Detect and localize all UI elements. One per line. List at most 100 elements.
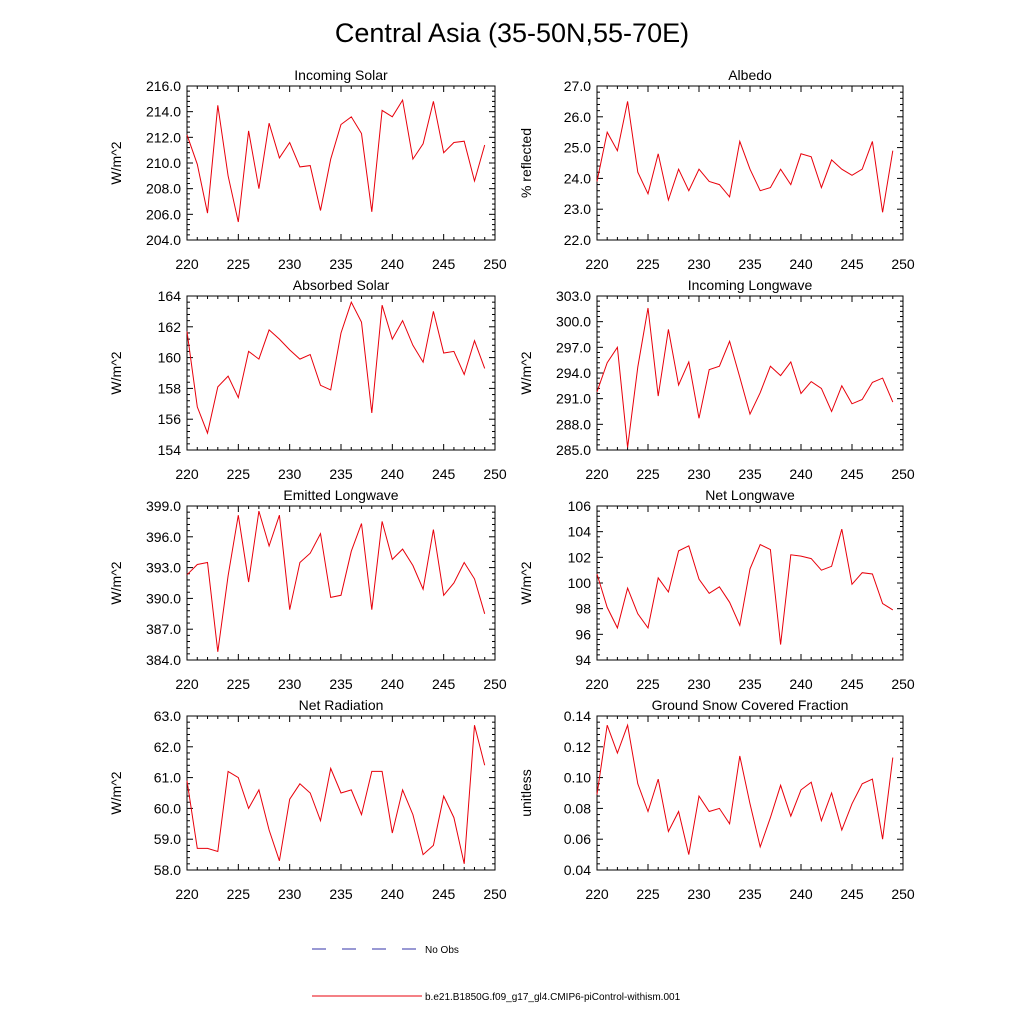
x-tick-label: 220 bbox=[585, 886, 609, 902]
y-tick-label: 164 bbox=[158, 288, 182, 304]
y-tick-label: 297.0 bbox=[556, 339, 591, 355]
y-tick-label: 98 bbox=[575, 601, 591, 617]
x-tick-label: 240 bbox=[789, 886, 813, 902]
panel-title: Albedo bbox=[728, 67, 772, 83]
y-tick-label: 0.06 bbox=[564, 831, 591, 847]
y-tick-label: 384.0 bbox=[146, 652, 181, 668]
y-tick-label: 288.0 bbox=[556, 416, 591, 432]
y-tick-label: 100 bbox=[568, 575, 592, 591]
y-axis-label: unitless bbox=[518, 769, 534, 816]
y-tick-label: 62.0 bbox=[154, 739, 181, 755]
y-tick-label: 399.0 bbox=[146, 498, 181, 514]
x-tick-label: 245 bbox=[840, 886, 864, 902]
x-tick-label: 225 bbox=[227, 676, 251, 692]
legend: No Obs b.e21.B1850G.f09_g17_gl4.CMIP6-pi… bbox=[312, 945, 681, 1003]
x-tick-label: 250 bbox=[891, 466, 915, 482]
x-tick-label: 235 bbox=[738, 886, 762, 902]
series-line bbox=[186, 300, 486, 435]
x-tick-label: 235 bbox=[329, 676, 353, 692]
x-tick-label: 230 bbox=[278, 676, 302, 692]
y-tick-label: 294.0 bbox=[556, 365, 591, 381]
x-tick-label: 245 bbox=[432, 466, 456, 482]
panels: Incoming Solar W/m^2 220 225 230 235 240 245 250… bbox=[108, 67, 915, 902]
x-tick-label: 240 bbox=[381, 886, 405, 902]
y-tick-label: 26.0 bbox=[564, 109, 591, 125]
x-tick-label: 230 bbox=[687, 466, 711, 482]
y-axis-label: W/m^2 bbox=[518, 561, 534, 604]
panel-title: Ground Snow Covered Fraction bbox=[652, 697, 849, 713]
x-tick-label: 240 bbox=[789, 256, 813, 272]
y-tick-label: 291.0 bbox=[556, 391, 591, 407]
y-axis-label: W/m^2 bbox=[108, 141, 124, 184]
y-tick-label: 204.0 bbox=[146, 232, 181, 248]
x-tick-label: 225 bbox=[227, 256, 251, 272]
y-tick-label: 104 bbox=[568, 524, 592, 540]
x-tick-label: 235 bbox=[738, 676, 762, 692]
panel-5: Emitted Longwave W/m^2 220 225 230 235 240 245 2… bbox=[108, 487, 507, 692]
y-tick-label: 154 bbox=[158, 442, 182, 458]
y-axis-label: W/m^2 bbox=[108, 351, 124, 394]
x-tick-label: 230 bbox=[278, 466, 302, 482]
x-tick-label: 245 bbox=[840, 256, 864, 272]
y-tick-label: 212.0 bbox=[146, 129, 181, 145]
x-tick-label: 235 bbox=[738, 466, 762, 482]
x-tick-label: 220 bbox=[175, 256, 199, 272]
x-tick-label: 240 bbox=[789, 676, 813, 692]
y-tick-label: 106 bbox=[568, 498, 592, 514]
x-tick-label: 250 bbox=[891, 256, 915, 272]
panel-title: Emitted Longwave bbox=[283, 487, 398, 503]
panel-3: Absorbed Solar W/m^2 220 225 230 235 240 245 250… bbox=[108, 277, 507, 482]
x-tick-label: 230 bbox=[687, 676, 711, 692]
y-tick-label: 285.0 bbox=[556, 442, 591, 458]
y-tick-label: 210.0 bbox=[146, 155, 181, 171]
y-tick-label: 96 bbox=[575, 626, 591, 642]
x-tick-label: 225 bbox=[636, 676, 660, 692]
y-tick-label: 0.04 bbox=[564, 862, 591, 878]
x-tick-label: 220 bbox=[585, 256, 609, 272]
x-tick-label: 240 bbox=[381, 676, 405, 692]
x-tick-label: 245 bbox=[432, 256, 456, 272]
x-tick-label: 250 bbox=[483, 256, 507, 272]
plot-frame bbox=[596, 505, 904, 661]
y-tick-label: 22.0 bbox=[564, 232, 591, 248]
x-tick-label: 250 bbox=[483, 676, 507, 692]
y-axis-label: % reflected bbox=[518, 128, 534, 198]
x-tick-label: 225 bbox=[636, 256, 660, 272]
y-tick-label: 0.10 bbox=[564, 770, 591, 786]
series-line bbox=[596, 528, 894, 645]
panel-2: Albedo % reflected 220 225 230 235 240 245 250 22… bbox=[518, 67, 915, 272]
x-tick-label: 225 bbox=[636, 886, 660, 902]
x-tick-label: 225 bbox=[636, 466, 660, 482]
y-tick-label: 27.0 bbox=[564, 78, 591, 94]
series-line bbox=[596, 101, 894, 213]
panel-title: Net Radiation bbox=[299, 697, 384, 713]
y-tick-label: 0.08 bbox=[564, 800, 591, 816]
y-tick-label: 206.0 bbox=[146, 206, 181, 222]
plot-frame bbox=[186, 505, 496, 661]
y-tick-label: 158 bbox=[158, 380, 182, 396]
x-tick-label: 225 bbox=[227, 466, 251, 482]
series-line bbox=[186, 725, 486, 864]
y-tick-label: 0.14 bbox=[564, 708, 591, 724]
x-tick-label: 235 bbox=[329, 886, 353, 902]
y-axis-label: W/m^2 bbox=[108, 561, 124, 604]
x-tick-label: 235 bbox=[329, 256, 353, 272]
x-tick-label: 235 bbox=[738, 256, 762, 272]
x-tick-label: 230 bbox=[687, 886, 711, 902]
panel-7: Net Radiation W/m^2 220 225 230 235 240 245 250 5… bbox=[108, 697, 507, 902]
plot-frame bbox=[186, 85, 496, 241]
y-tick-label: 160 bbox=[158, 350, 182, 366]
x-tick-label: 220 bbox=[585, 466, 609, 482]
series-line bbox=[596, 723, 894, 855]
legend-label-model: b.e21.B1850G.f09_g17_gl4.CMIP6-piControl… bbox=[425, 992, 681, 1003]
series-line bbox=[596, 307, 894, 448]
x-tick-label: 245 bbox=[432, 676, 456, 692]
y-tick-label: 60.0 bbox=[154, 800, 181, 816]
plot-frame bbox=[596, 295, 904, 451]
y-tick-label: 208.0 bbox=[146, 181, 181, 197]
x-tick-label: 235 bbox=[329, 466, 353, 482]
x-tick-label: 245 bbox=[840, 676, 864, 692]
x-tick-label: 230 bbox=[278, 256, 302, 272]
legend-label-no-obs: No Obs bbox=[425, 945, 459, 956]
